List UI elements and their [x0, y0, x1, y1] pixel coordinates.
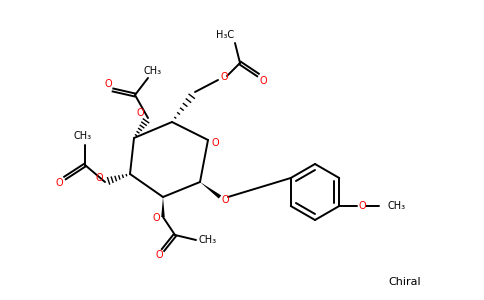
Text: O: O — [152, 213, 160, 223]
Text: O: O — [95, 173, 103, 183]
Text: O: O — [155, 250, 163, 260]
Polygon shape — [200, 182, 221, 199]
Text: CH₃: CH₃ — [387, 201, 406, 211]
Text: Chiral: Chiral — [389, 277, 421, 287]
Polygon shape — [161, 197, 165, 217]
Text: O: O — [221, 195, 229, 205]
Text: O: O — [55, 178, 63, 188]
Text: O: O — [220, 72, 228, 82]
Text: CH₃: CH₃ — [199, 235, 217, 245]
Text: O: O — [104, 79, 112, 89]
Text: O: O — [259, 76, 267, 86]
Text: CH₃: CH₃ — [74, 131, 92, 141]
Text: O: O — [136, 108, 144, 118]
Text: O: O — [211, 138, 219, 148]
Text: H₃C: H₃C — [216, 30, 234, 40]
Text: CH₃: CH₃ — [144, 66, 162, 76]
Text: O: O — [359, 201, 366, 211]
